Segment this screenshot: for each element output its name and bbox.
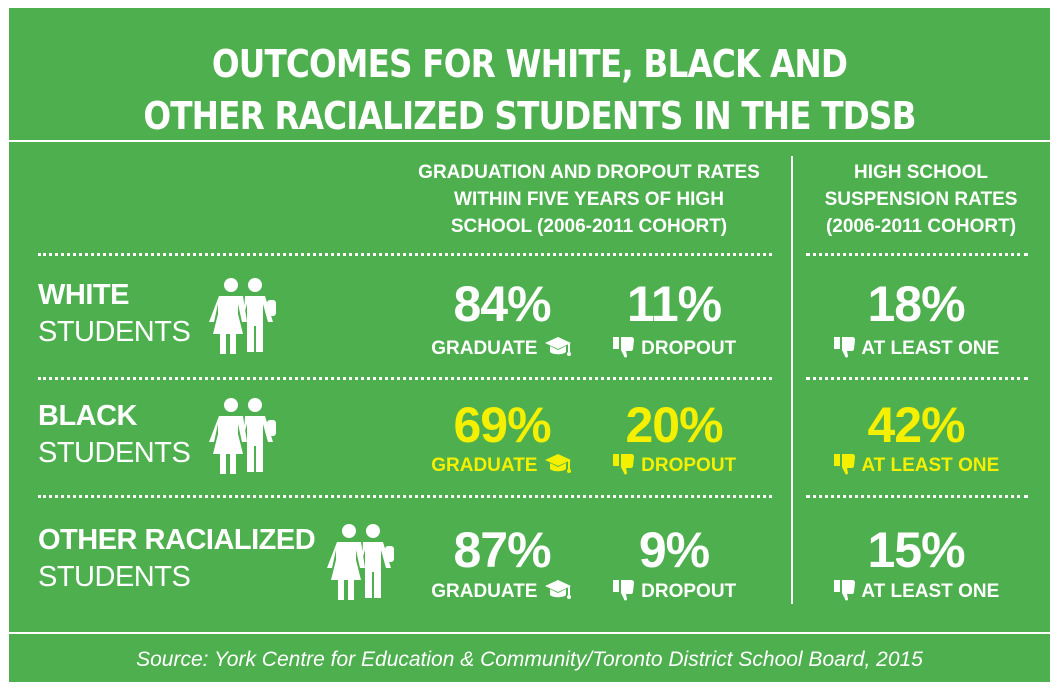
label-dropout-black: DROPOUT — [574, 453, 774, 478]
graduation-header-line-2: WITHIN FIVE YEARS OF HIGH — [454, 189, 724, 210]
value-graduate-black: 69% — [453, 397, 551, 453]
label-dropout-white: DROPOUT — [574, 336, 774, 361]
row-divider-2a — [38, 377, 772, 380]
infographic-card: OUTCOMES FOR WHITE, BLACK AND OTHER RACI… — [9, 8, 1050, 682]
footer-divider — [9, 632, 1050, 634]
graduation-header-line-3: SCHOOL (2006-2011 COHORT) — [450, 216, 728, 237]
thumbs-down-icon — [833, 454, 855, 475]
title-line-2: OTHER RACIALIZED STUDENTS IN THE TDSB — [143, 94, 916, 138]
suspension-text: AT LEAST ONE — [861, 338, 1000, 359]
label-graduate-black: GRADUATE — [402, 453, 602, 478]
suspension-header-line-2: SUSPENSION RATES — [824, 189, 1018, 210]
value-suspension-other-racialized: 15% — [867, 522, 965, 578]
value-graduate-other-racialized: 87% — [453, 522, 551, 578]
graduate-text: GRADUATE — [431, 338, 538, 359]
value-dropout-other-racialized: 9% — [638, 522, 710, 578]
students-pair-icon — [327, 524, 394, 600]
row-label-black: BLACK STUDENTS — [38, 398, 191, 472]
row-divider-3a — [38, 495, 772, 498]
thumbs-down-icon — [833, 337, 855, 358]
row-divider-3b — [806, 495, 1028, 498]
value-suspension-black: 42% — [867, 397, 965, 453]
label-dropout-other-racialized: DROPOUT — [574, 579, 774, 604]
source-caption: Source: York Centre for Education & Comm… — [136, 648, 923, 671]
row-label-bold: OTHER RACIALIZED — [38, 524, 316, 556]
value-dropout-black: 20% — [625, 397, 723, 453]
row-divider-2b — [806, 377, 1028, 380]
label-graduate-other-racialized: GRADUATE — [402, 579, 602, 604]
graduation-dropout-header: GRADUATION AND DROPOUT RATES WITHIN FIVE… — [389, 159, 789, 240]
graduate-text: GRADUATE — [431, 581, 538, 602]
suspension-header: HIGH SCHOOL SUSPENSION RATES (2006-2011 … — [801, 159, 1041, 240]
graduation-header-line-1: GRADUATION AND DROPOUT RATES — [418, 162, 760, 183]
value-dropout-white: 11% — [626, 276, 722, 332]
row-label-bold: BLACK — [38, 400, 138, 432]
row-label-white: WHITE STUDENTS — [38, 277, 191, 351]
value-graduate-white: 84% — [453, 276, 551, 332]
row-label-plain: STUDENTS — [38, 316, 191, 348]
thumbs-down-icon — [612, 454, 634, 475]
chart-title: OUTCOMES FOR WHITE, BLACK AND OTHER RACI… — [82, 38, 977, 142]
column-divider — [791, 156, 793, 604]
graduate-text: GRADUATE — [431, 455, 538, 476]
suspension-header-line-3: (2006-2011 COHORT) — [825, 216, 1017, 237]
title-line-1: OUTCOMES FOR WHITE, BLACK AND — [211, 42, 848, 86]
thumbs-down-icon — [612, 337, 634, 358]
graduation-cap-icon — [544, 454, 571, 473]
label-suspension-other-racialized: AT LEAST ONE — [816, 579, 1016, 604]
suspension-text: AT LEAST ONE — [861, 581, 1000, 602]
graduation-cap-icon — [544, 580, 571, 599]
row-label-plain: STUDENTS — [38, 437, 191, 469]
thumbs-down-icon — [833, 580, 855, 601]
dropout-text: DROPOUT — [641, 338, 737, 359]
row-label-bold: WHITE — [38, 279, 129, 311]
dropout-text: DROPOUT — [641, 581, 737, 602]
label-graduate-white: GRADUATE — [402, 336, 602, 361]
row-label-other-racialized: OTHER RACIALIZED STUDENTS — [38, 522, 316, 596]
suspension-header-line-1: HIGH SCHOOL — [853, 162, 989, 183]
graduation-cap-icon — [544, 337, 571, 356]
suspension-text: AT LEAST ONE — [861, 455, 1000, 476]
thumbs-down-icon — [612, 580, 634, 601]
label-suspension-black: AT LEAST ONE — [816, 453, 1016, 478]
row-divider-1a — [38, 253, 772, 256]
value-suspension-white: 18% — [867, 276, 965, 332]
label-suspension-white: AT LEAST ONE — [816, 336, 1016, 361]
title-divider — [9, 140, 1050, 142]
row-label-plain: STUDENTS — [38, 561, 191, 593]
row-divider-1b — [806, 253, 1028, 256]
students-pair-icon — [209, 398, 276, 474]
students-pair-icon — [209, 278, 276, 354]
dropout-text: DROPOUT — [641, 455, 737, 476]
